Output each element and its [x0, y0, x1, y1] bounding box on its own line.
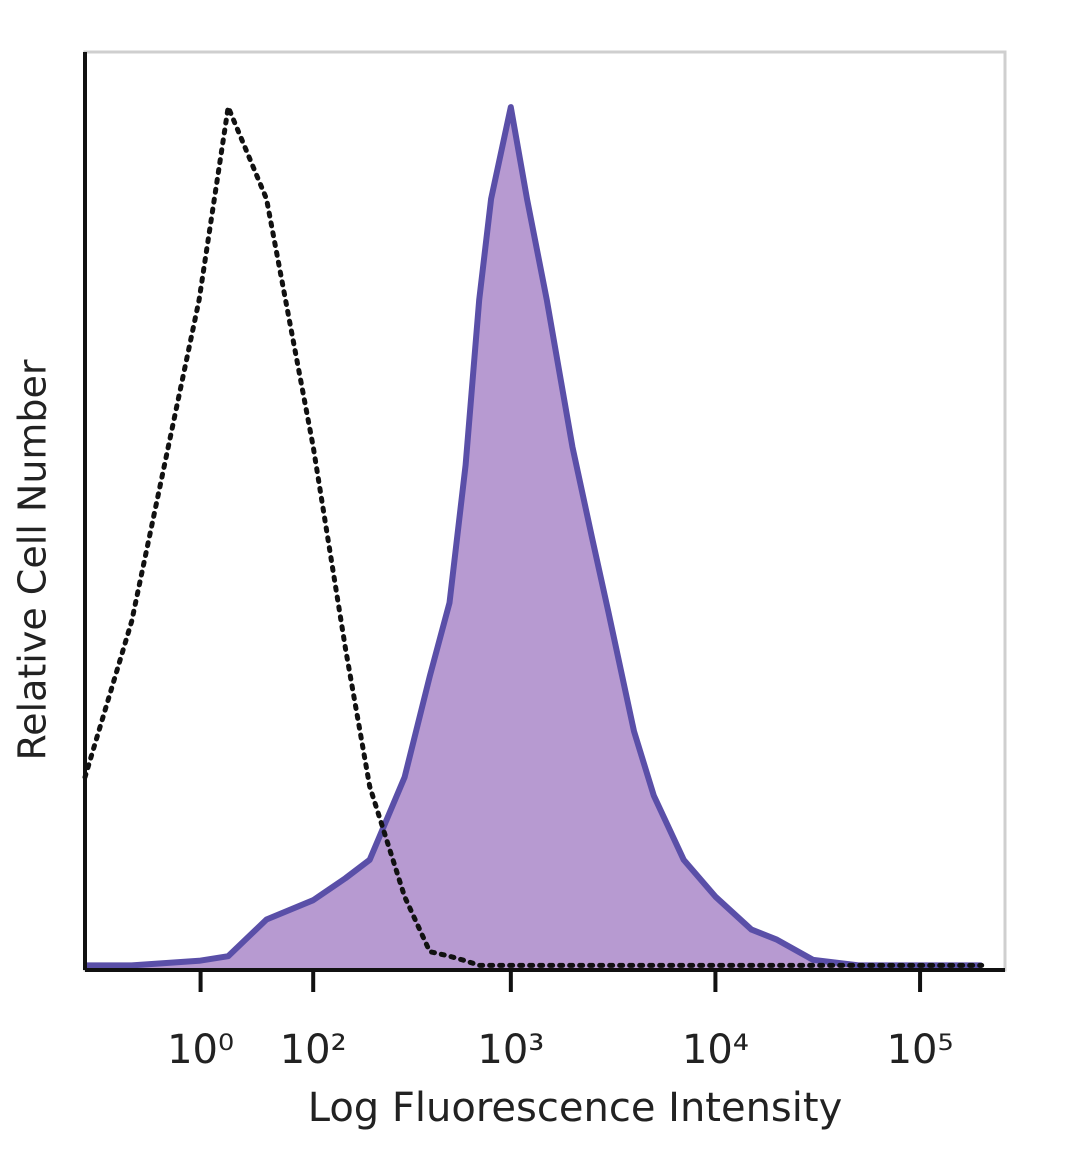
- x-tick-label: 10²: [280, 1027, 347, 1073]
- histogram-fill: [85, 107, 982, 971]
- x-tick-label: 10⁰: [167, 1027, 234, 1073]
- histogram-line: [85, 104, 982, 969]
- histogram-line: [82, 97, 985, 968]
- x-tick-label: 10⁵: [887, 1027, 954, 1073]
- x-axis-label: Log Fluorescence Intensity: [308, 1085, 843, 1131]
- x-tick-label: 10³: [477, 1027, 544, 1073]
- x-tick-label: 10⁴: [682, 1027, 749, 1073]
- y-axis-label: Relative Cell Number: [11, 359, 55, 760]
